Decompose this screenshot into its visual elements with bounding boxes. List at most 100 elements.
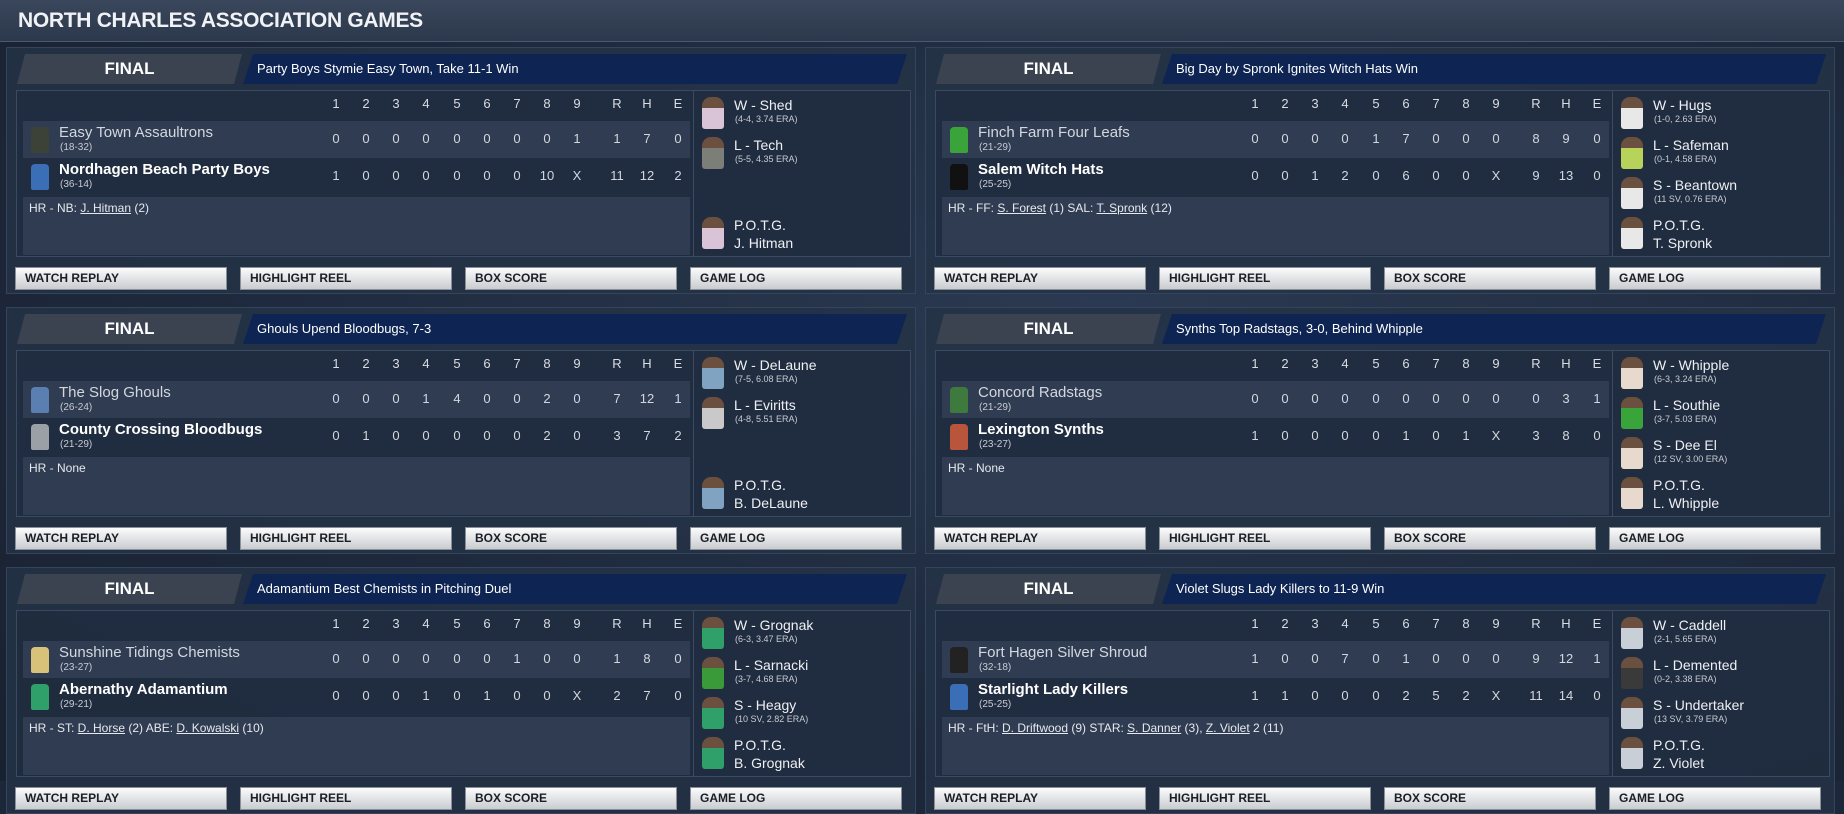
highlight-reel-button[interactable]: HIGHLIGHT REEL	[1159, 787, 1371, 810]
watch-replay-button[interactable]: WATCH REPLAY	[934, 527, 1146, 550]
score-cell: 0	[1341, 688, 1349, 703]
inning-header: E	[1592, 96, 1602, 111]
player-of-the-game[interactable]: P.O.T.G. L. Whipple	[1621, 475, 1826, 513]
player-of-the-game[interactable]: P.O.T.G. Z. Violet	[1621, 735, 1826, 773]
player-avatar-icon	[1621, 697, 1643, 729]
watch-replay-button[interactable]: WATCH REPLAY	[15, 267, 227, 290]
score-cell: 0	[422, 131, 430, 146]
team-record: (21-29)	[979, 402, 1012, 413]
team-name[interactable]: Nordhagen Beach Party Boys	[59, 161, 270, 178]
highlight-reel-button[interactable]: HIGHLIGHT REEL	[240, 787, 452, 810]
team-name[interactable]: The Slog Ghouls	[59, 384, 171, 401]
game-log-button[interactable]: GAME LOG	[1609, 267, 1821, 290]
pitcher-decision[interactable]: L - Sarnacki (3-7, 4.68 ERA)	[702, 655, 907, 693]
player-avatar-icon	[702, 697, 724, 729]
box-score-button[interactable]: BOX SCORE	[465, 267, 677, 290]
score-cell: 0	[453, 428, 461, 443]
player-link[interactable]: S. Forest	[997, 201, 1047, 215]
pitcher-decision[interactable]: W - Grognak (6-3, 3.47 ERA)	[702, 615, 907, 653]
box-score-button[interactable]: BOX SCORE	[1384, 267, 1596, 290]
team-name[interactable]: Concord Radstags	[978, 384, 1103, 401]
pitcher-decision[interactable]: S - Undertaker (13 SV, 3.79 ERA)	[1621, 695, 1826, 733]
watch-replay-button[interactable]: WATCH REPLAY	[15, 787, 227, 810]
inning-header: R	[1531, 356, 1541, 371]
score-cell: X	[1491, 428, 1501, 443]
highlight-reel-button[interactable]: HIGHLIGHT REEL	[240, 267, 452, 290]
team-row: Finch Farm Four Leafs (21-29) 0 0 0 0 1 7 0 0 0 8 9 0	[942, 121, 1609, 158]
team-name[interactable]: Abernathy Adamantium	[59, 681, 228, 698]
pitcher-stats: (12 SV, 3.00 ERA)	[1654, 454, 1728, 464]
game-log-button[interactable]: GAME LOG	[690, 267, 902, 290]
game-log-button[interactable]: GAME LOG	[1609, 787, 1821, 810]
pitcher-decision[interactable]: L - Eviritts (4-8, 5.51 ERA)	[702, 395, 907, 433]
game-log-button[interactable]: GAME LOG	[690, 527, 902, 550]
team-name[interactable]: County Crossing Bloodbugs	[59, 421, 263, 438]
team-name[interactable]: Starlight Lady Killers	[978, 681, 1129, 698]
inning-header: 1	[1251, 96, 1259, 111]
score-cell: 0	[483, 131, 491, 146]
score-cell: 8	[1562, 428, 1570, 443]
page-title: NORTH CHARLES ASSOCIATION GAMES	[18, 9, 423, 32]
team-name[interactable]: Sunshine Tidings Chemists	[59, 644, 240, 661]
player-avatar-icon	[1621, 477, 1643, 509]
box-score-button[interactable]: BOX SCORE	[1384, 787, 1596, 810]
player-avatar-icon	[1621, 657, 1643, 689]
game-log-button[interactable]: GAME LOG	[690, 787, 902, 810]
pitcher-decision[interactable]: L - Safeman (0-1, 4.58 ERA)	[1621, 135, 1826, 173]
player-of-the-game[interactable]: P.O.T.G. B. DeLaune	[702, 475, 907, 513]
player-link[interactable]: D. Horse	[77, 721, 126, 735]
pitcher-decision[interactable]: L - Tech (5-5, 4.35 ERA)	[702, 135, 907, 173]
player-of-the-game[interactable]: P.O.T.G. J. Hitman	[702, 215, 907, 253]
pitchers: W - Grognak (6-3, 3.47 ERA) L - Sarnacki (3…	[693, 611, 910, 776]
player-link[interactable]: D. Kowalski	[176, 721, 240, 735]
pitcher-decision[interactable]: S - Heagy (10 SV, 2.82 ERA)	[702, 695, 907, 733]
inning-header: H	[1561, 616, 1571, 631]
team-name[interactable]: Fort Hagen Silver Shroud	[978, 644, 1148, 661]
inning-header: 2	[362, 616, 370, 631]
inning-header: 6	[483, 96, 491, 111]
player-of-the-game[interactable]: P.O.T.G. B. Grognak	[702, 735, 907, 773]
pitchers: W - Whipple (6-3, 3.24 ERA) L - Southie (3-…	[1612, 351, 1829, 516]
game-log-button[interactable]: GAME LOG	[1609, 527, 1821, 550]
player-of-the-game[interactable]: P.O.T.G. T. Spronk	[1621, 215, 1826, 253]
pitcher-decision[interactable]: L - Demented (0-2, 3.38 ERA)	[1621, 655, 1826, 693]
box-score-button[interactable]: BOX SCORE	[465, 787, 677, 810]
pitcher-decision[interactable]: W - Shed (4-4, 3.74 ERA)	[702, 95, 907, 133]
pitcher-decision[interactable]: W - DeLaune (7-5, 6.08 ERA)	[702, 355, 907, 393]
player-link[interactable]: Z. Violet	[1205, 721, 1250, 735]
score-cell: 0	[1432, 651, 1440, 666]
pitcher-decision[interactable]: S - Dee El (12 SV, 3.00 ERA)	[1621, 435, 1826, 473]
score-cell: 0	[1492, 131, 1500, 146]
box-score-button[interactable]: BOX SCORE	[465, 527, 677, 550]
inning-header: 2	[1281, 96, 1289, 111]
pitcher-decision[interactable]: L - Southie (3-7, 5.03 ERA)	[1621, 395, 1826, 433]
team-name[interactable]: Finch Farm Four Leafs	[978, 124, 1130, 141]
team-record: (32-18)	[979, 662, 1012, 673]
pitcher-decision[interactable]: W - Caddell (2-1, 5.65 ERA)	[1621, 615, 1826, 653]
player-link[interactable]: D. Driftwood	[1002, 721, 1069, 735]
pitcher-decision[interactable]: S - Beantown (11 SV, 0.76 ERA)	[1621, 175, 1826, 213]
player-link[interactable]: J. Hitman	[80, 201, 132, 215]
pitcher-decision[interactable]: W - Whipple (6-3, 3.24 ERA)	[1621, 355, 1826, 393]
watch-replay-button[interactable]: WATCH REPLAY	[934, 787, 1146, 810]
game-card: FINAL Party Boys Stymie Easy Town, Take 1…	[6, 47, 916, 294]
team-name[interactable]: Salem Witch Hats	[978, 161, 1104, 178]
player-link[interactable]: S. Danner	[1127, 721, 1182, 735]
title-bar: NORTH CHARLES ASSOCIATION GAMES	[0, 0, 1844, 42]
watch-replay-button[interactable]: WATCH REPLAY	[15, 527, 227, 550]
score-cell: 1	[1251, 428, 1259, 443]
box-score-button[interactable]: BOX SCORE	[1384, 527, 1596, 550]
highlight-reel-button[interactable]: HIGHLIGHT REEL	[1159, 267, 1371, 290]
player-link[interactable]: T. Spronk	[1096, 201, 1148, 215]
highlight-reel-button[interactable]: HIGHLIGHT REEL	[1159, 527, 1371, 550]
watch-replay-button[interactable]: WATCH REPLAY	[934, 267, 1146, 290]
linescore: 1 2 3 4 5 6 7 8 9 R H E Concord Radstags (21-29) 0 0 0 0 0…	[935, 350, 1830, 517]
inning-header: 6	[1402, 96, 1410, 111]
score-cell: 0	[543, 688, 551, 703]
pitcher-label: S - Beantown	[1653, 177, 1738, 193]
team-name[interactable]: Lexington Synths	[978, 421, 1104, 438]
highlight-reel-button[interactable]: HIGHLIGHT REEL	[240, 527, 452, 550]
pitcher-decision[interactable]: W - Hugs (1-0, 2.63 ERA)	[1621, 95, 1826, 133]
team-name[interactable]: Easy Town Assaultrons	[59, 124, 213, 141]
potg-label: P.O.T.G.	[734, 737, 786, 753]
